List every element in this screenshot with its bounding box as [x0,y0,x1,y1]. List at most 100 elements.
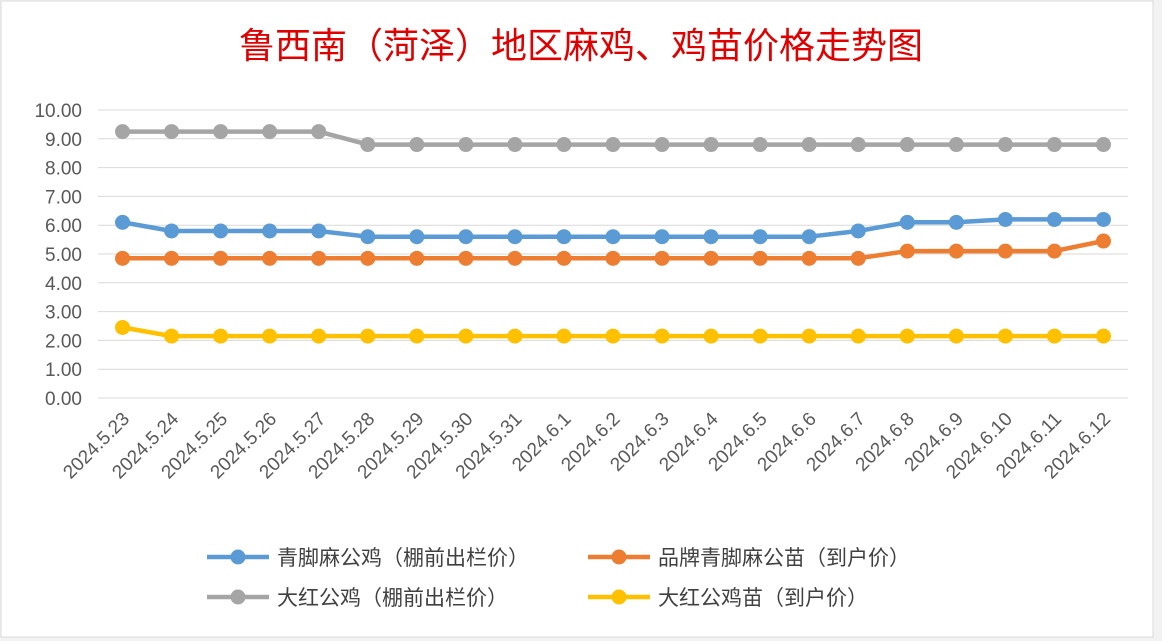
data-point [262,124,278,140]
data-point [899,243,915,259]
data-point [605,229,621,245]
data-point [997,328,1013,344]
data-point [409,229,425,245]
data-point [115,319,131,335]
data-point [1046,211,1062,227]
data-point [213,328,229,344]
data-point [850,137,866,153]
data-point [556,250,572,266]
data-point [164,250,180,266]
data-point [850,223,866,239]
data-point [605,328,621,344]
data-point [360,328,376,344]
legend: 青脚麻公鸡（棚前出栏价） 品牌青脚麻公苗（到户价） 大红公鸡（棚前出栏价） 大红公鸡苗… [207,546,910,610]
data-point [605,137,621,153]
data-point [409,137,425,153]
data-point [458,250,474,266]
data-point [458,137,474,153]
data-point [507,229,523,245]
legend-swatch-marker [611,549,627,565]
y-tick-label: 2.00 [45,331,82,352]
y-tick-label: 10.00 [34,101,82,122]
series-3 [115,319,1111,344]
data-point [850,250,866,266]
data-point [507,328,523,344]
data-point [1095,137,1111,153]
data-point [948,243,964,259]
data-point [899,137,915,153]
data-point [458,229,474,245]
data-point [997,137,1013,153]
data-point [801,328,817,344]
y-tick-label: 8.00 [45,159,82,180]
data-point [458,328,474,344]
data-point [164,328,180,344]
data-point [409,250,425,266]
y-tick-label: 3.00 [45,303,82,324]
data-point [115,214,131,230]
data-point [164,124,180,140]
data-point [948,137,964,153]
legend-label: 青脚麻公鸡（棚前出栏价） [277,546,529,570]
y-tick-label: 1.00 [45,360,82,381]
y-axis: 0.00 1.00 2.00 3.00 4.00 5.00 6.00 7.00 8.00 9.00… [34,101,82,410]
data-point [948,328,964,344]
series-0 [115,211,1111,245]
legend-label: 品牌青脚麻公苗（到户价） [658,546,910,570]
data-point [556,328,572,344]
data-point [556,229,572,245]
data-point [262,223,278,239]
legend-item: 大红公鸡苗（到户价） [588,586,868,610]
data-point [360,137,376,153]
data-point [752,137,768,153]
data-point [164,223,180,239]
data-point [213,250,229,266]
data-point [1046,137,1062,153]
data-point [115,250,131,266]
data-point [262,250,278,266]
data-point [997,243,1013,259]
y-tick-label: 6.00 [45,216,82,237]
data-point [409,328,425,344]
series-1 [115,233,1111,266]
data-point [360,250,376,266]
data-point [1046,243,1062,259]
data-point [1095,233,1111,249]
legend-swatch-marker [230,549,246,565]
data-point [115,124,131,140]
data-point [213,223,229,239]
data-point [654,229,670,245]
data-point [605,250,621,266]
data-point [899,214,915,230]
y-tick-label: 0.00 [45,389,82,410]
data-point [311,250,327,266]
data-point [311,223,327,239]
data-point [948,214,964,230]
data-point [850,328,866,344]
data-point [311,328,327,344]
data-point [507,250,523,266]
data-point [654,250,670,266]
data-point [801,229,817,245]
y-tick-label: 4.00 [45,274,82,295]
series-2 [115,124,1111,153]
y-tick-label: 5.00 [45,245,82,266]
legend-label: 大红公鸡（棚前出栏价） [277,586,508,610]
legend-swatch-marker [611,589,627,605]
legend-label: 大红公鸡苗（到户价） [658,586,868,610]
data-point [752,250,768,266]
data-point [703,229,719,245]
data-point [1095,211,1111,227]
plot-area [115,124,1111,344]
data-point [801,137,817,153]
data-point [507,137,523,153]
data-point [654,328,670,344]
data-point [360,229,376,245]
legend-item: 青脚麻公鸡（棚前出栏价） [207,546,529,570]
data-point [801,250,817,266]
y-tick-label: 7.00 [45,187,82,208]
legend-swatch-marker [230,589,246,605]
y-tick-label: 9.00 [45,130,82,151]
